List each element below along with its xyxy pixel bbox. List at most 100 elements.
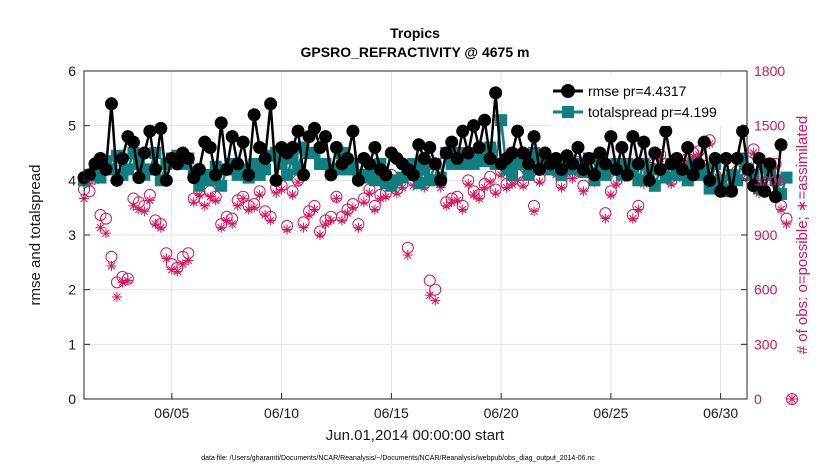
y-tick-label: 6 bbox=[68, 63, 76, 79]
y-tick-label-right: 1500 bbox=[754, 118, 785, 134]
obs-assimilated-point bbox=[199, 200, 210, 211]
y-tick-label: 0 bbox=[68, 391, 76, 407]
rmse-point bbox=[170, 157, 184, 171]
rmse-point bbox=[714, 184, 728, 198]
rmse-point bbox=[467, 119, 481, 133]
obs-assimilated-point bbox=[249, 202, 260, 213]
rmse-point bbox=[708, 151, 722, 165]
rmse-point bbox=[362, 157, 376, 171]
obs-possible-point bbox=[423, 274, 436, 287]
rmse-point bbox=[648, 146, 662, 160]
obs-assimilated-point bbox=[227, 219, 238, 230]
rmse-point bbox=[533, 162, 547, 176]
obs-assimilated-point bbox=[457, 204, 468, 215]
obs-assimilated-point bbox=[166, 264, 177, 275]
obs-assimilated-point bbox=[402, 250, 413, 261]
obs-assimilated-point bbox=[358, 197, 369, 208]
rmse-point bbox=[609, 162, 623, 176]
obs-assimilated-point bbox=[501, 182, 512, 193]
rmse-point bbox=[242, 168, 256, 182]
rmse-point bbox=[511, 124, 525, 138]
rmse-point bbox=[318, 130, 332, 144]
obs-assimilated-point bbox=[430, 295, 441, 306]
obs-assimilated-point bbox=[353, 222, 364, 233]
rmse-point bbox=[203, 141, 217, 155]
spread-point bbox=[368, 174, 381, 187]
rmse-point bbox=[741, 162, 755, 176]
rmse-point bbox=[82, 168, 96, 182]
rmse-point bbox=[154, 121, 168, 135]
rmse-point bbox=[329, 141, 343, 155]
obs-assimilated-point bbox=[106, 260, 117, 271]
obs-assimilated-point bbox=[298, 222, 309, 233]
rmse-point bbox=[99, 162, 113, 176]
rmse-point bbox=[620, 168, 634, 182]
rmse-point bbox=[774, 138, 788, 152]
rmse-point bbox=[516, 146, 530, 160]
rmse-point bbox=[313, 141, 327, 155]
y-axis-label: rmse and totalspread bbox=[27, 165, 44, 306]
rmse-point bbox=[571, 141, 585, 155]
rmse-point bbox=[478, 113, 492, 127]
rmse-point bbox=[505, 146, 519, 160]
x-tick-label: 06/25 bbox=[593, 405, 628, 421]
obs-assimilated-point bbox=[441, 200, 452, 211]
obs-assimilated-point bbox=[452, 195, 463, 206]
spread-point bbox=[780, 171, 793, 184]
x-tick-label: 06/10 bbox=[264, 405, 299, 421]
rmse-point bbox=[291, 124, 305, 138]
rmse-point bbox=[225, 130, 239, 144]
obs-possible-point bbox=[429, 283, 442, 296]
obs-assimilated-point bbox=[254, 189, 265, 200]
y-tick-label: 4 bbox=[68, 172, 76, 188]
obs-assimilated-point bbox=[144, 195, 155, 206]
rmse-point bbox=[137, 146, 151, 160]
rmse-point bbox=[527, 130, 541, 144]
obs-assimilated-point bbox=[210, 195, 221, 206]
rmse-point bbox=[181, 151, 195, 165]
rmse-point bbox=[231, 157, 245, 171]
spread-point bbox=[215, 179, 228, 192]
chart-title: Tropics bbox=[390, 25, 440, 41]
rmse-point bbox=[115, 151, 129, 165]
x-tick-label: 06/05 bbox=[154, 405, 189, 421]
spread-point bbox=[506, 168, 519, 181]
rmse-point bbox=[456, 124, 470, 138]
rmse-point bbox=[346, 124, 360, 138]
y-tick-label-right: 900 bbox=[754, 227, 778, 243]
obs-assimilated-point bbox=[325, 215, 336, 226]
rmse-point bbox=[692, 157, 706, 171]
rmse-point bbox=[725, 184, 739, 198]
y-tick-label-right: 0 bbox=[754, 391, 762, 407]
obs-assimilated-point bbox=[364, 188, 375, 199]
obs-assimilated-point bbox=[336, 215, 347, 226]
rmse-point bbox=[686, 168, 700, 182]
rmse-point bbox=[681, 141, 695, 155]
rmse-point bbox=[308, 121, 322, 135]
rmse-point bbox=[286, 141, 300, 155]
spread-point bbox=[127, 147, 140, 159]
y-tick-label-right: 1800 bbox=[754, 63, 785, 79]
rmse-point bbox=[670, 151, 684, 165]
obs-assimilated-point bbox=[150, 219, 161, 230]
obs-assimilated-point bbox=[265, 215, 276, 226]
rmse-point bbox=[587, 168, 601, 182]
obs-possible-point bbox=[786, 393, 799, 405]
obs-assimilated-point bbox=[139, 206, 150, 217]
x-axis-label: Jun.01,2014 00:00:00 start bbox=[326, 427, 505, 444]
obs-assimilated-point bbox=[463, 178, 474, 189]
y-tick-label: 2 bbox=[68, 282, 76, 298]
obs-assimilated-point bbox=[122, 275, 133, 286]
rmse-point bbox=[148, 162, 162, 176]
y-tick-label-right: 1200 bbox=[754, 172, 785, 188]
rmse-point bbox=[582, 151, 596, 165]
rmse-point bbox=[439, 146, 453, 160]
spread-point bbox=[281, 168, 294, 181]
obs-assimilated-point bbox=[155, 222, 166, 233]
obs-assimilated-point bbox=[111, 291, 122, 302]
rmse-point bbox=[489, 86, 503, 100]
rmse-point bbox=[159, 173, 173, 187]
rmse-point bbox=[472, 141, 486, 155]
rmse-point bbox=[549, 151, 563, 165]
rmse-point bbox=[423, 141, 437, 155]
